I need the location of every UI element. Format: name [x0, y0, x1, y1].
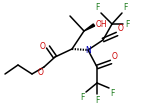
Text: O: O	[37, 68, 43, 77]
Text: O: O	[118, 24, 124, 33]
Text: F: F	[81, 93, 85, 102]
Text: O: O	[112, 52, 118, 61]
Text: OH: OH	[96, 19, 108, 28]
Text: F: F	[95, 96, 99, 105]
Polygon shape	[84, 24, 95, 31]
Text: F: F	[96, 3, 100, 12]
Text: F: F	[123, 3, 127, 12]
Text: O: O	[40, 41, 46, 50]
Text: F: F	[125, 19, 129, 28]
Text: F: F	[110, 89, 114, 98]
Text: N: N	[85, 46, 91, 54]
